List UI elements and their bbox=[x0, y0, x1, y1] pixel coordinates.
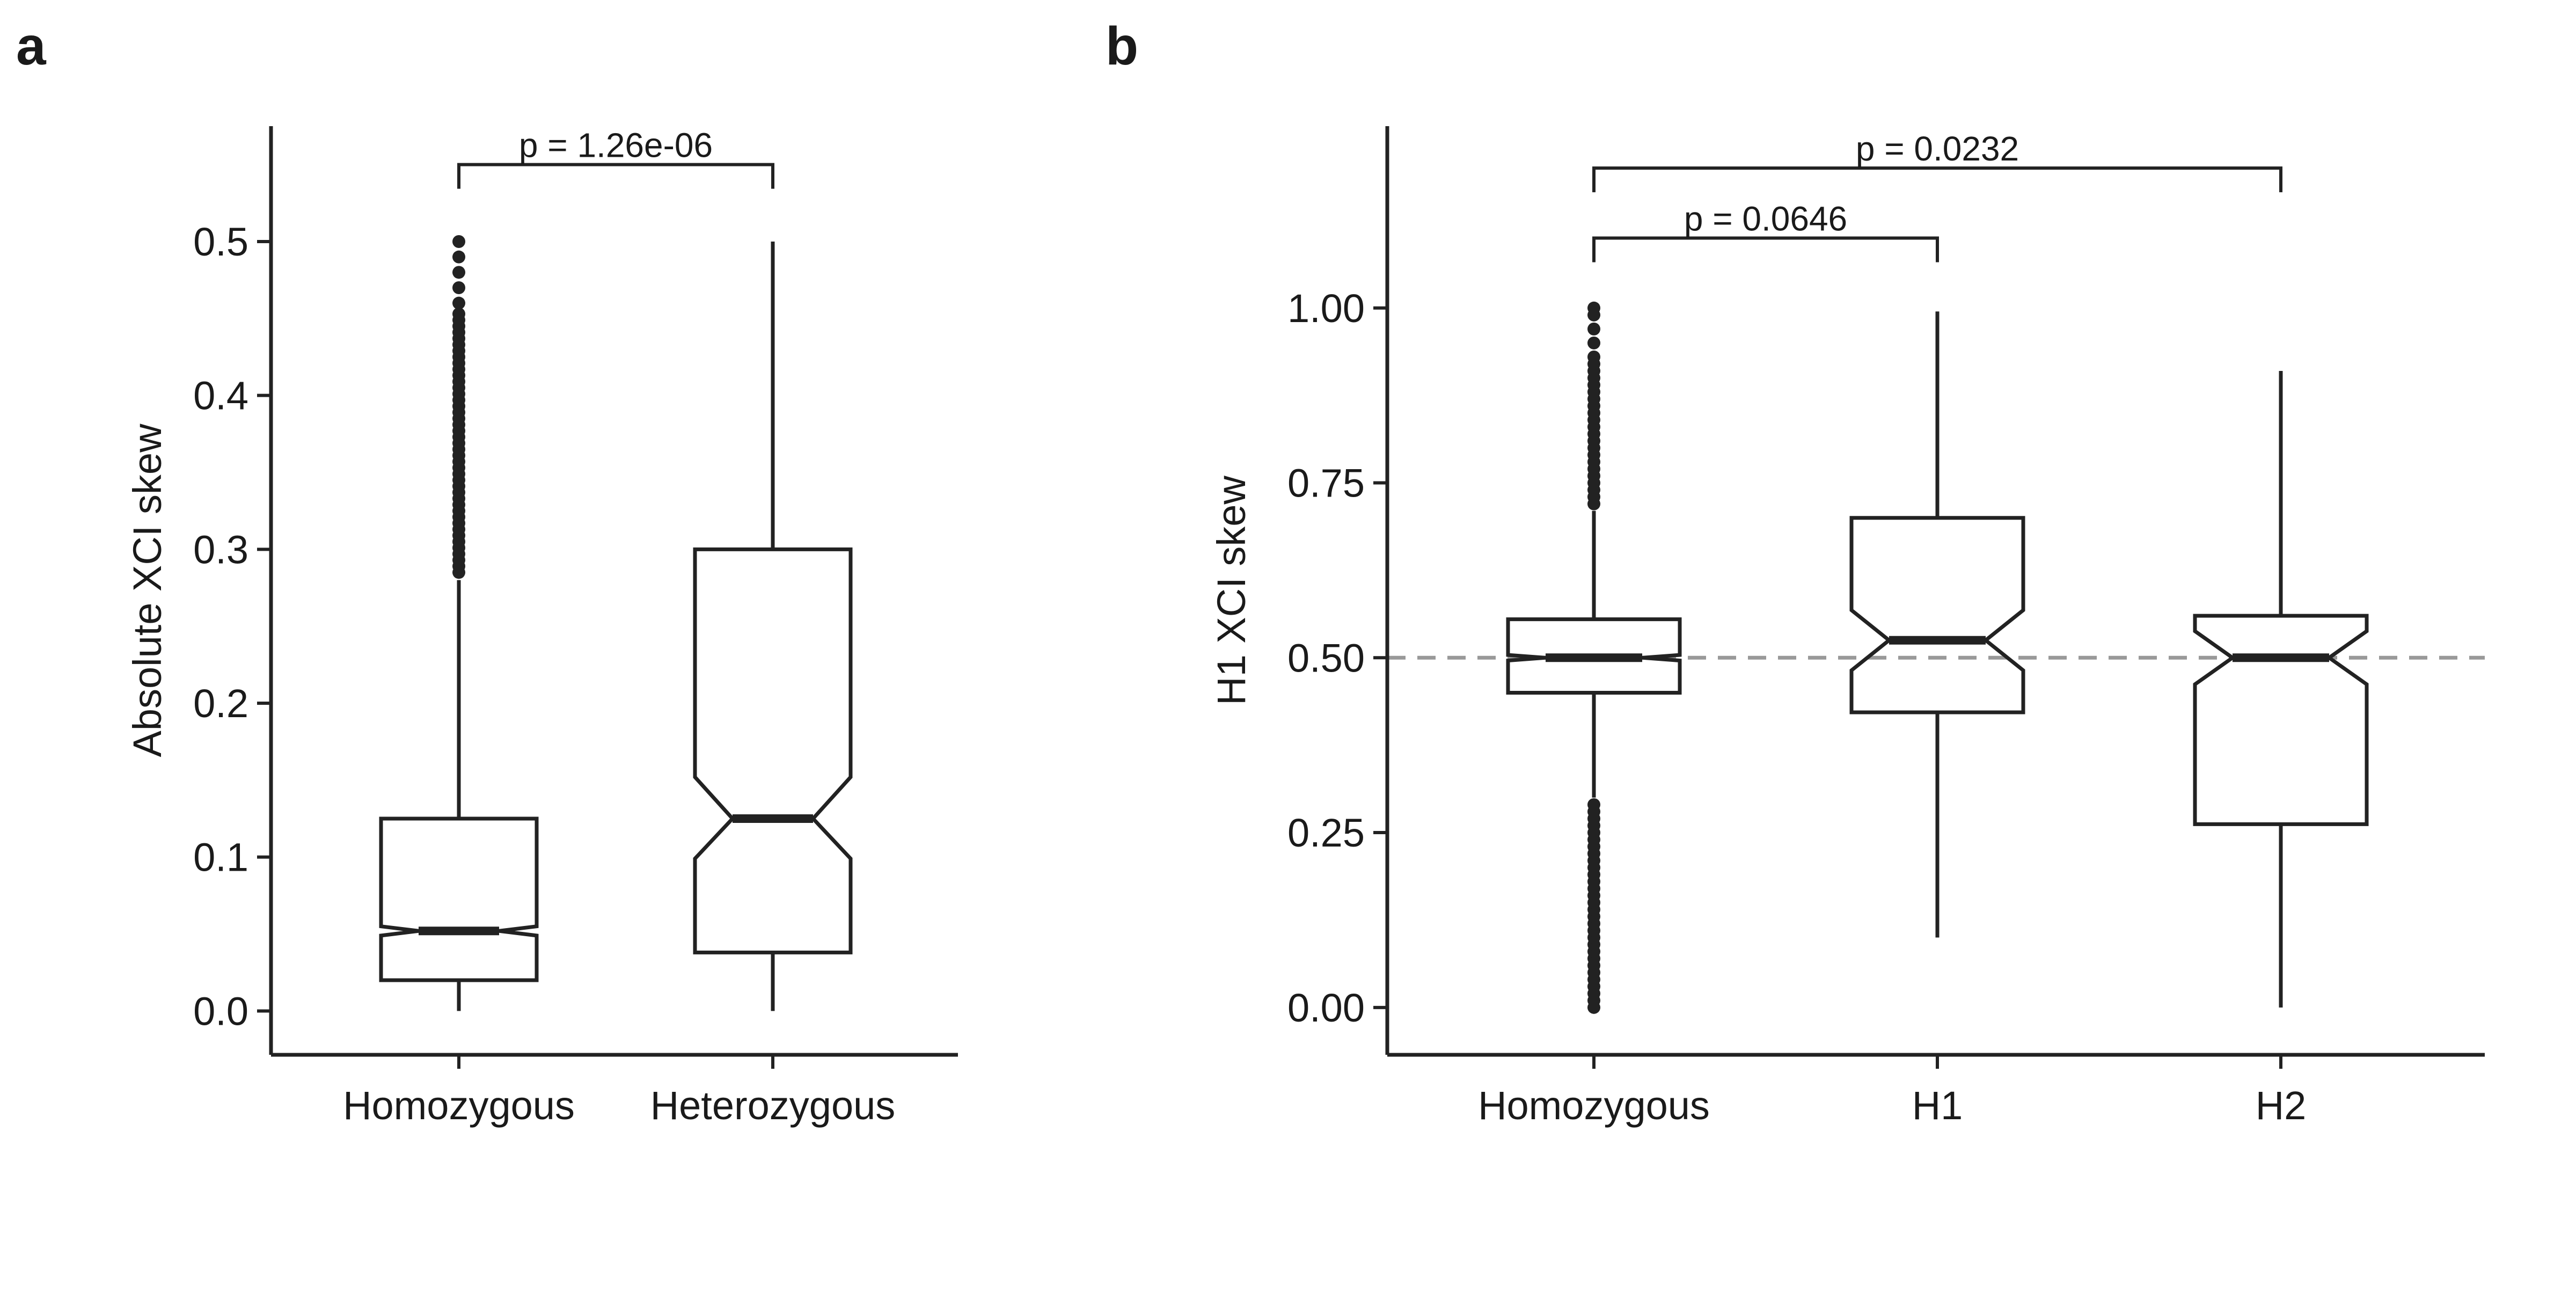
p-value-label: p = 0.0646 bbox=[1684, 199, 1847, 238]
x-tick-label: H1 bbox=[1912, 1083, 1963, 1128]
y-tick-label: 0.5 bbox=[193, 220, 248, 264]
outlier-point bbox=[452, 307, 465, 320]
outlier-point bbox=[452, 235, 465, 248]
outlier-point bbox=[452, 250, 465, 264]
outlier-point bbox=[1587, 351, 1600, 363]
notched-box bbox=[1506, 617, 1682, 695]
significance-bracket bbox=[1592, 236, 1939, 262]
y-tick-label: 0.4 bbox=[193, 374, 248, 418]
panel-label-a: a bbox=[16, 16, 47, 76]
outlier-point bbox=[1587, 336, 1600, 349]
notched-box bbox=[1849, 516, 2025, 714]
outlier-point bbox=[452, 281, 465, 294]
y-tick-label: 0.0 bbox=[193, 989, 248, 1033]
outlier-point bbox=[1587, 322, 1600, 335]
notched-box bbox=[693, 547, 853, 954]
y-tick-label: 0.75 bbox=[1287, 461, 1365, 506]
y-tick-label: 0.1 bbox=[193, 835, 248, 880]
outlier-point bbox=[1587, 301, 1600, 315]
p-value-label: p = 1.26e-06 bbox=[519, 126, 713, 165]
p-value-label: p = 0.0232 bbox=[1856, 129, 2019, 168]
x-tick-label: Heterozygous bbox=[650, 1083, 896, 1128]
notched-box bbox=[379, 816, 539, 982]
y-tick-label: 0.2 bbox=[193, 681, 248, 726]
y-axis-title: H1 XCI skew bbox=[1209, 476, 1254, 705]
y-tick-label: 0.50 bbox=[1287, 636, 1365, 680]
significance-bracket bbox=[1592, 166, 2282, 193]
x-tick-label: Homozygous bbox=[343, 1083, 575, 1128]
outlier-point bbox=[452, 266, 465, 279]
panel-a-boxplot: 0.0 0.1 0.2 0.3 0.4 0.5 Absolute XCI skew Homoz… bbox=[125, 126, 958, 1128]
y-tick-label: 0.3 bbox=[193, 527, 248, 572]
x-tick-label: H2 bbox=[2256, 1083, 2307, 1128]
y-tick-label: 1.00 bbox=[1287, 286, 1365, 331]
significance-bracket bbox=[457, 163, 774, 189]
outlier-point bbox=[452, 296, 465, 310]
panel-b-boxplot: 0.00 0.25 0.50 0.75 1.00 H1 XCI skew Homozygou… bbox=[1209, 126, 2485, 1128]
panel-label-b: b bbox=[1106, 16, 1138, 76]
y-tick-label: 0.00 bbox=[1287, 986, 1365, 1030]
y-axis-title: Absolute XCI skew bbox=[125, 424, 170, 757]
outlier-point bbox=[1587, 798, 1600, 811]
x-tick-label: Homozygous bbox=[1478, 1083, 1710, 1128]
y-tick-label: 0.25 bbox=[1287, 811, 1365, 855]
notched-box bbox=[2193, 614, 2369, 826]
